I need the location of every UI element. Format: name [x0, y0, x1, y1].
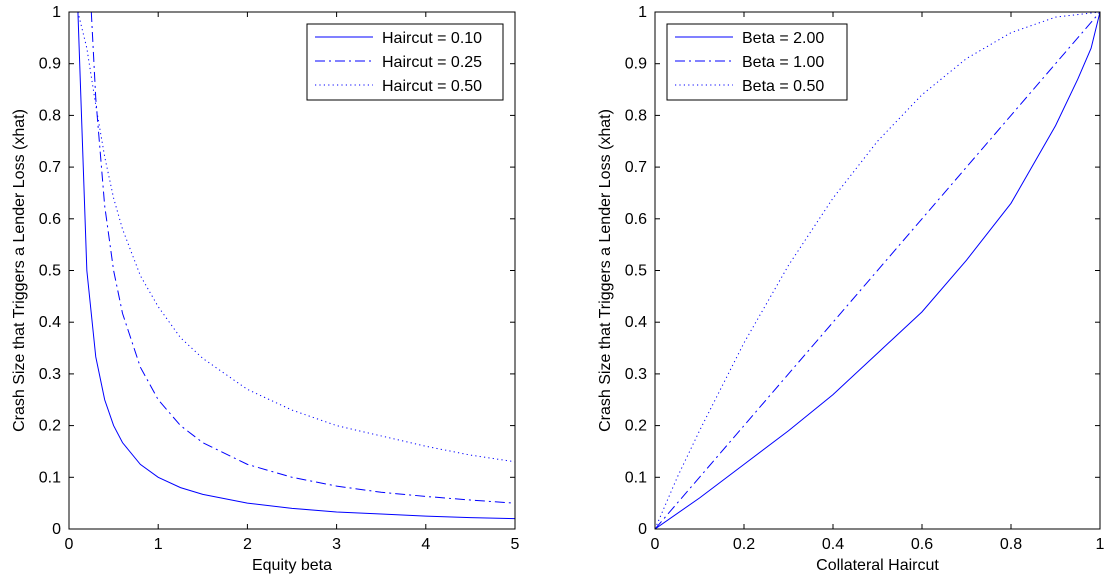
x-tick-label: 5	[511, 536, 520, 553]
legend-entry: Beta = 2.00	[742, 30, 824, 47]
y-tick-label: 0.7	[39, 159, 61, 176]
x-axis-label: Collateral Haircut	[816, 557, 939, 574]
legend-entry: Haircut = 0.50	[382, 78, 482, 95]
y-tick-label: 0.3	[39, 366, 61, 383]
x-tick-label: 1	[1096, 536, 1105, 553]
y-tick-label: 0.5	[39, 263, 61, 280]
y-tick-label: 0.2	[39, 418, 61, 435]
x-tick-label: 0	[651, 536, 660, 553]
y-tick-label: 0	[52, 521, 61, 538]
y-tick-label: 0.5	[625, 263, 647, 280]
y-tick-label: 0.8	[39, 107, 61, 124]
x-axis-label: Equity beta	[252, 557, 332, 574]
x-tick-label: 3	[332, 536, 341, 553]
y-tick-label: 0.3	[625, 366, 647, 383]
legend: Haircut = 0.10 Haircut = 0.25 Haircut = 0.…	[306, 23, 504, 101]
y-tick-label: 0.1	[39, 469, 61, 486]
legend: Beta = 2.00 Beta = 1.00 Beta = 0.50	[666, 23, 848, 101]
y-tick-label: 0	[638, 521, 647, 538]
y-tick-label: 1	[638, 4, 647, 21]
left-chart-panel: 0 1 2 3 4 5 0 0.1 0.2 0.3 0.4 0.5 0.6 0.7 0.8 0.9 1 Equit…	[11, 4, 520, 574]
series-group	[655, 12, 1100, 529]
y-tick-label: 0.9	[39, 56, 61, 73]
legend-entry: Beta = 1.00	[742, 54, 824, 71]
y-tick-label: 0.4	[39, 314, 61, 331]
legend-entry: Beta = 0.50	[742, 78, 824, 95]
legend-entry: Haircut = 0.10	[382, 30, 482, 47]
series-line-solid	[77, 12, 515, 520]
x-tick-label: 1	[154, 536, 163, 553]
y-axis-label: Crash Size that Triggers a Lender Loss (…	[597, 109, 614, 432]
y-tick-label: 0.6	[625, 211, 647, 228]
y-tick-label: 0.2	[625, 418, 647, 435]
series-line-dotted	[655, 12, 1100, 529]
x-tick-label: 2	[243, 536, 252, 553]
y-tick-label: 0.9	[625, 56, 647, 73]
series-line-dashdot	[655, 12, 1100, 529]
y-tick-label: 0.4	[625, 314, 647, 331]
y-tick-label: 0.7	[625, 159, 647, 176]
series-line-solid	[655, 12, 1100, 529]
y-tick-label: 0.1	[625, 469, 647, 486]
x-tick-label: 0.8	[1000, 536, 1022, 553]
x-tick-label: 0.4	[822, 536, 844, 553]
right-chart-panel: 0 0.2 0.4 0.6 0.8 1 0 0.1 0.2 0.3 0.4 0.5 0.6 0.7 0.8 0…	[597, 4, 1105, 574]
y-tick-label: 1	[52, 4, 61, 21]
x-tick-label: 0.2	[733, 536, 755, 553]
y-tick-label: 0.6	[39, 211, 61, 228]
x-tick-label: 4	[421, 536, 430, 553]
series-line-dashdot	[90, 12, 515, 504]
x-tick-label: 0	[65, 536, 74, 553]
x-tick-label: 0.6	[911, 536, 933, 553]
y-tick-label: 0.8	[625, 107, 647, 124]
series-group	[77, 12, 515, 520]
y-axis-label: Crash Size that Triggers a Lender Loss (…	[11, 109, 28, 432]
legend-entry: Haircut = 0.25	[382, 54, 482, 71]
